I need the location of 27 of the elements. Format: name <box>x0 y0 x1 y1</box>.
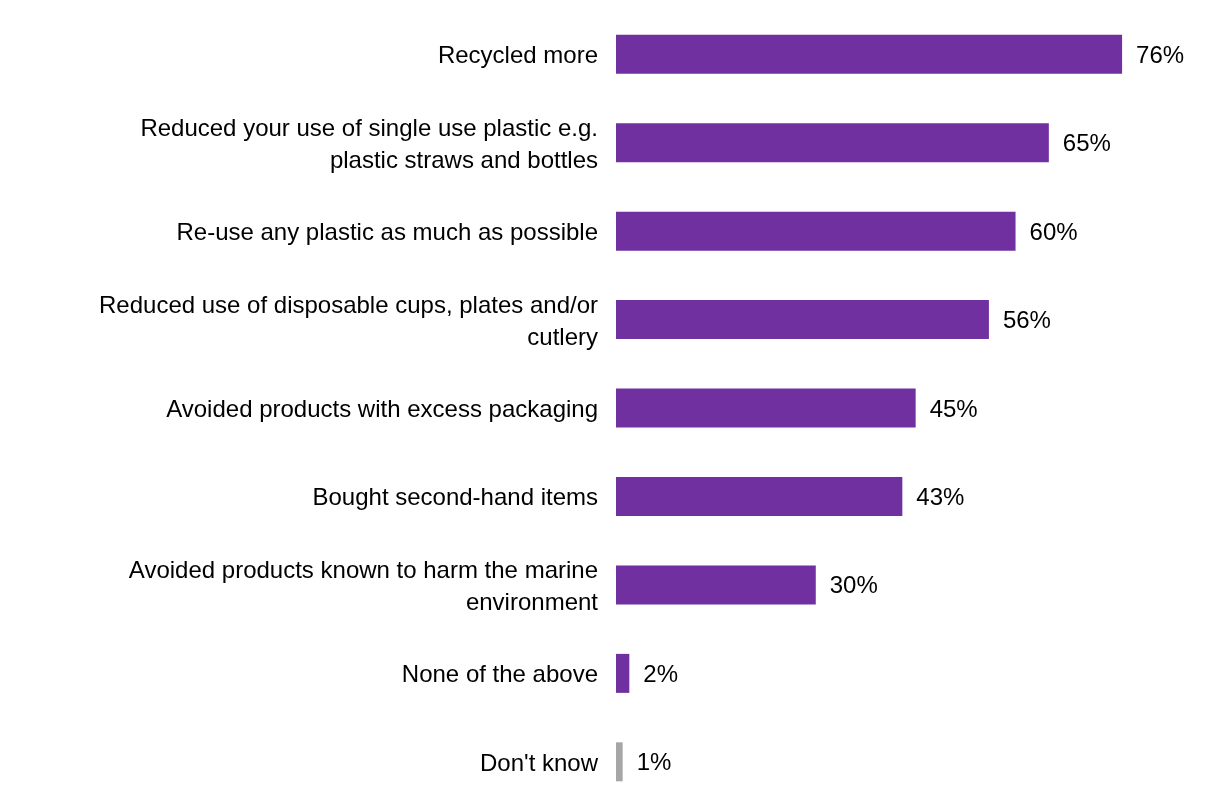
y-tick-label: None of the above <box>401 659 598 687</box>
data-label: 65% <box>1062 129 1111 157</box>
data-label: 1% <box>636 748 672 776</box>
bar <box>616 476 903 516</box>
bar <box>616 211 1016 251</box>
bar <box>616 123 1049 163</box>
y-tick-label: Reduced your use of single use plastic e.g. plastic straws and bottles <box>140 113 598 173</box>
bar <box>616 653 630 693</box>
bar <box>616 742 623 782</box>
bar <box>616 388 916 428</box>
data-label: 60% <box>1029 217 1078 245</box>
y-tick-label: Recycled more <box>437 40 598 68</box>
y-tick-label: Reduced use of disposable cups, plates and/or cutlery <box>99 290 598 350</box>
bar <box>616 565 816 605</box>
data-label: 30% <box>829 571 878 599</box>
y-tick-label: Don't know <box>480 748 599 776</box>
data-label: 45% <box>929 394 978 422</box>
data-label: 56% <box>1002 306 1051 334</box>
bar <box>616 34 1123 74</box>
y-tick-label: Avoided products with excess packaging <box>166 394 598 422</box>
bar <box>616 300 989 340</box>
y-tick-label: Avoided products known to harm the marine environment <box>128 555 599 615</box>
y-tick-label: Bought second-hand items <box>312 482 598 510</box>
y-tick-label: Re-use any plastic as much as possible <box>176 217 598 245</box>
data-label: 43% <box>916 483 965 511</box>
data-label: 76% <box>1136 40 1185 68</box>
data-label: 2% <box>643 659 679 687</box>
